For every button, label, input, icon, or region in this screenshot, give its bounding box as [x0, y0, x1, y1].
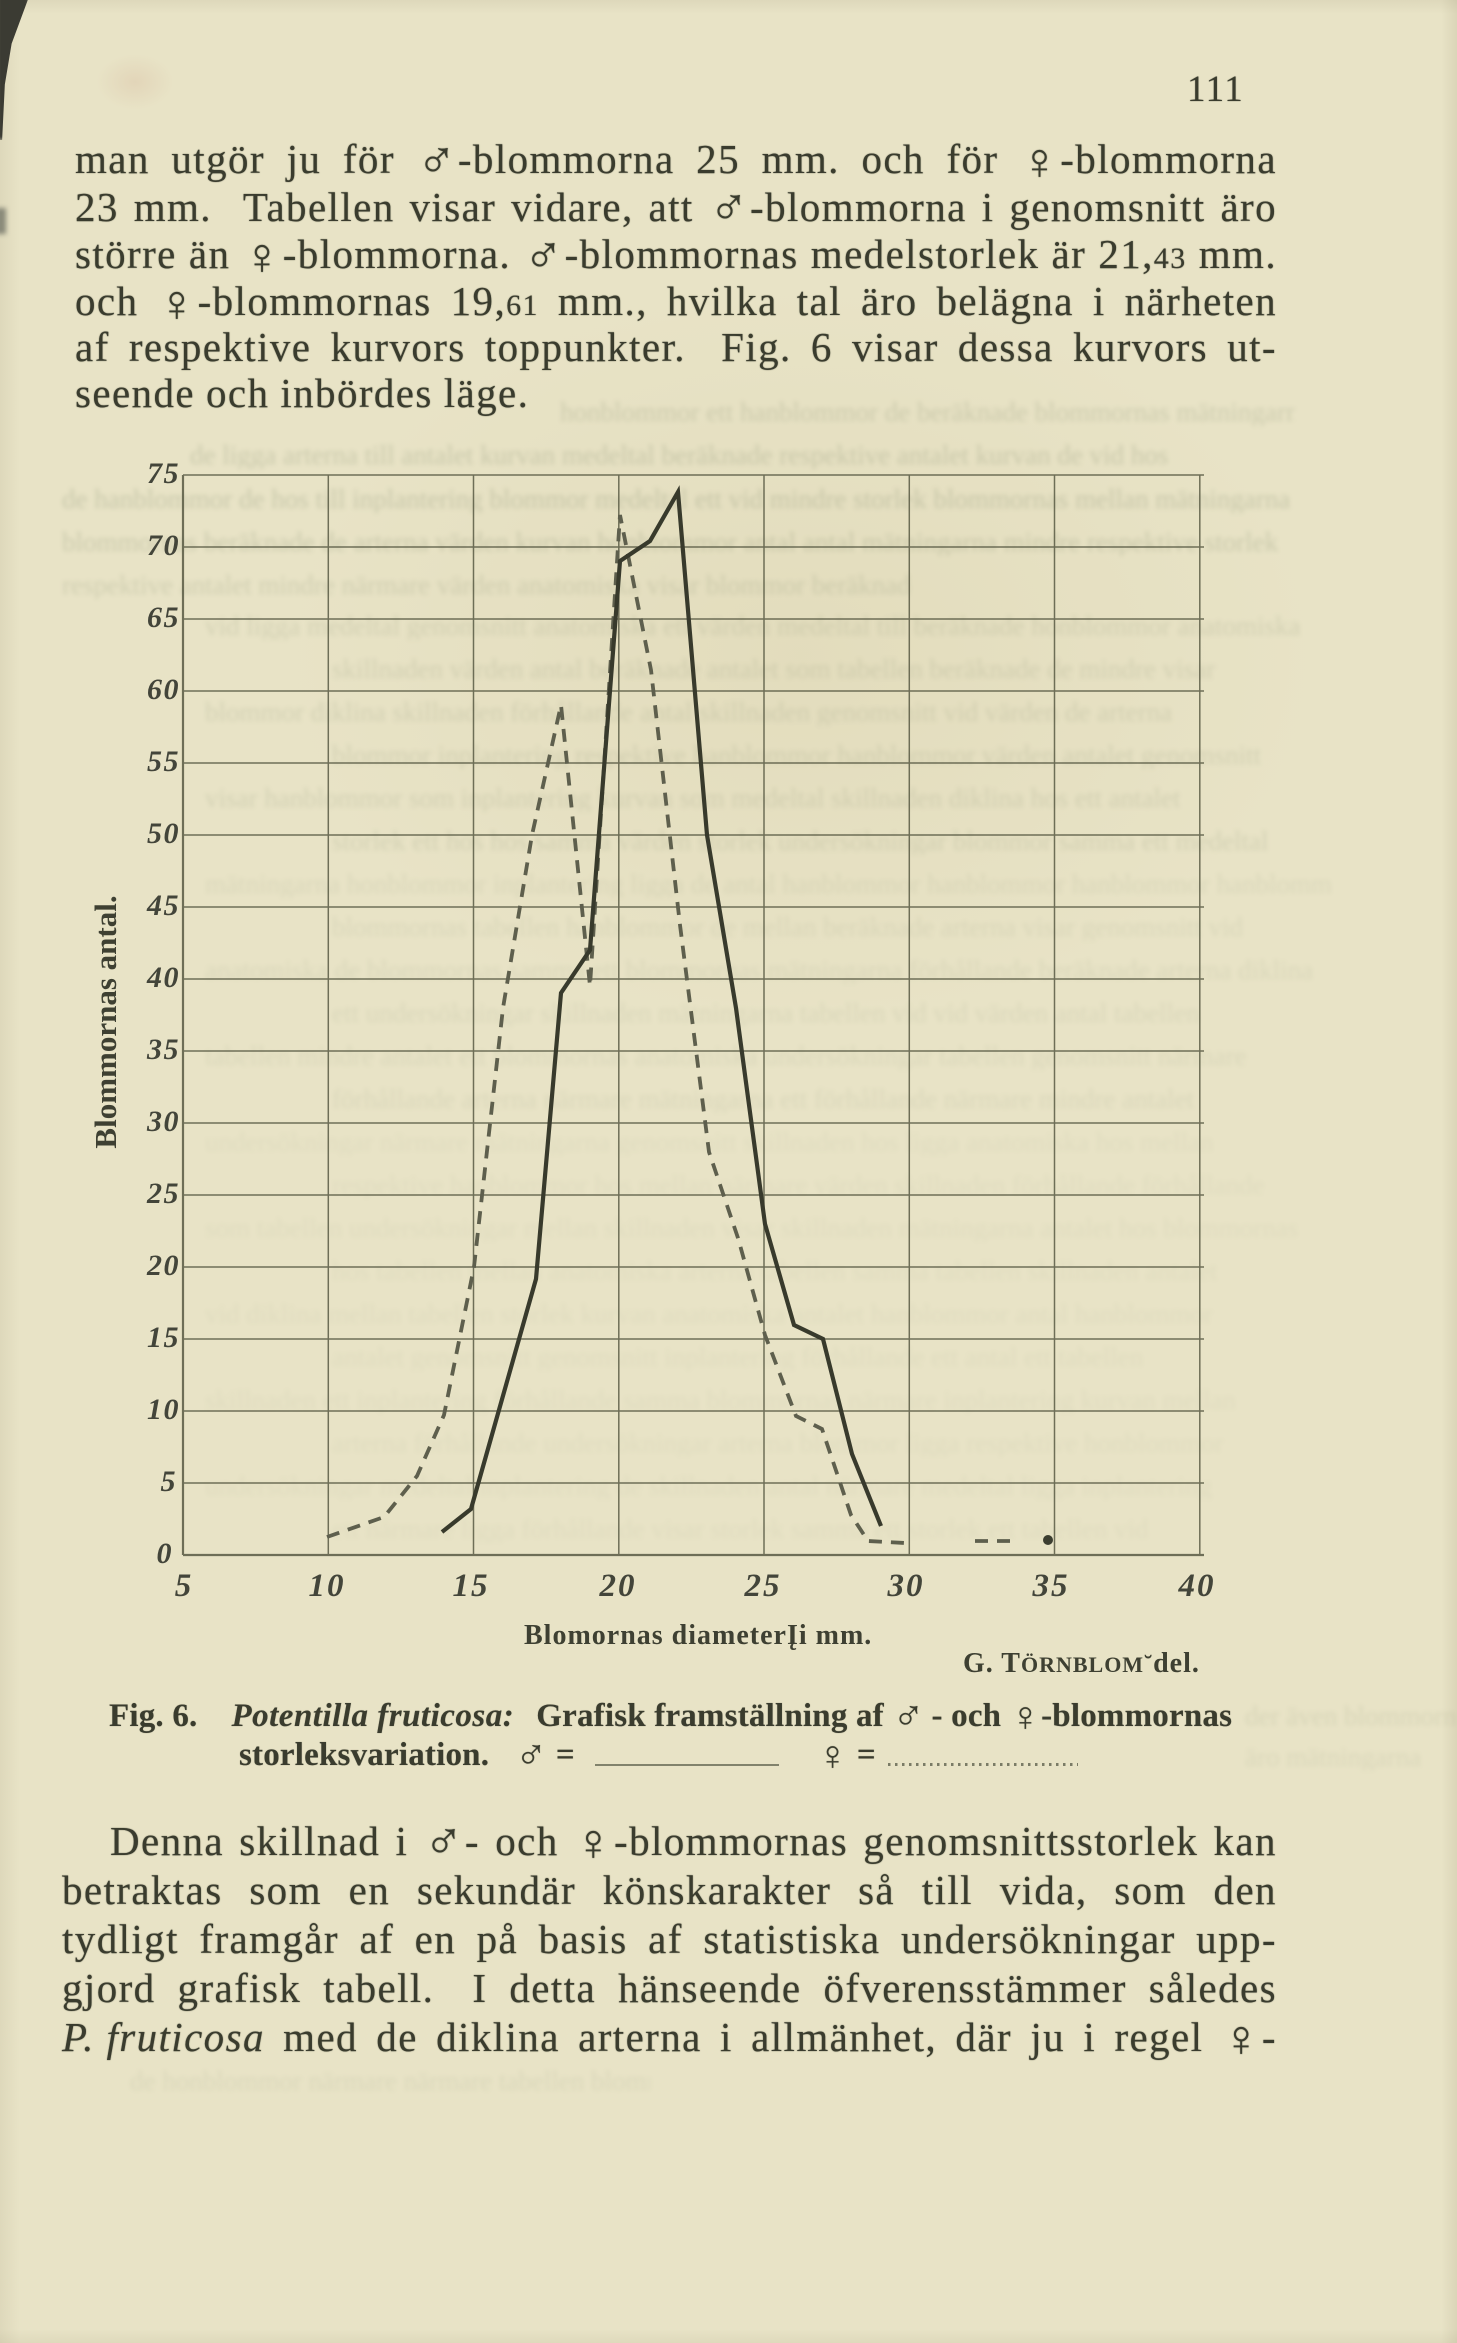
svg-text:Blommornas antal.: Blommornas antal.	[88, 895, 123, 1148]
svg-text:45: 45	[146, 889, 180, 922]
svg-text:0: 0	[157, 1537, 174, 1570]
svg-text:30: 30	[887, 1568, 925, 1604]
svg-text:30: 30	[146, 1105, 180, 1138]
svg-text:Blomornas diameterĮi mm.: Blomornas diameterĮi mm.	[524, 1620, 872, 1651]
svg-text:10: 10	[147, 1393, 180, 1426]
svg-text:75: 75	[147, 457, 180, 490]
svg-text:10: 10	[309, 1568, 346, 1604]
svg-text:40: 40	[146, 961, 180, 994]
svg-text:25: 25	[146, 1177, 180, 1210]
svg-text:25: 25	[744, 1568, 782, 1604]
svg-text:15: 15	[147, 1321, 180, 1354]
svg-text:70: 70	[147, 529, 180, 562]
svg-text:40: 40	[1178, 1568, 1216, 1604]
svg-text:35: 35	[1032, 1568, 1070, 1604]
svg-text:G. TÖRNBLOM˘del.: G. TÖRNBLOM˘del.	[963, 1648, 1200, 1679]
svg-text:65: 65	[147, 601, 180, 634]
svg-text:5: 5	[175, 1568, 194, 1604]
svg-text:5: 5	[161, 1465, 178, 1498]
svg-text:15: 15	[453, 1568, 490, 1604]
svg-text:20: 20	[146, 1249, 180, 1282]
svg-text:35: 35	[146, 1033, 180, 1066]
svg-text:50: 50	[147, 817, 180, 850]
svg-text:20: 20	[599, 1568, 637, 1604]
svg-text:55: 55	[147, 745, 180, 778]
svg-text:60: 60	[147, 673, 180, 706]
